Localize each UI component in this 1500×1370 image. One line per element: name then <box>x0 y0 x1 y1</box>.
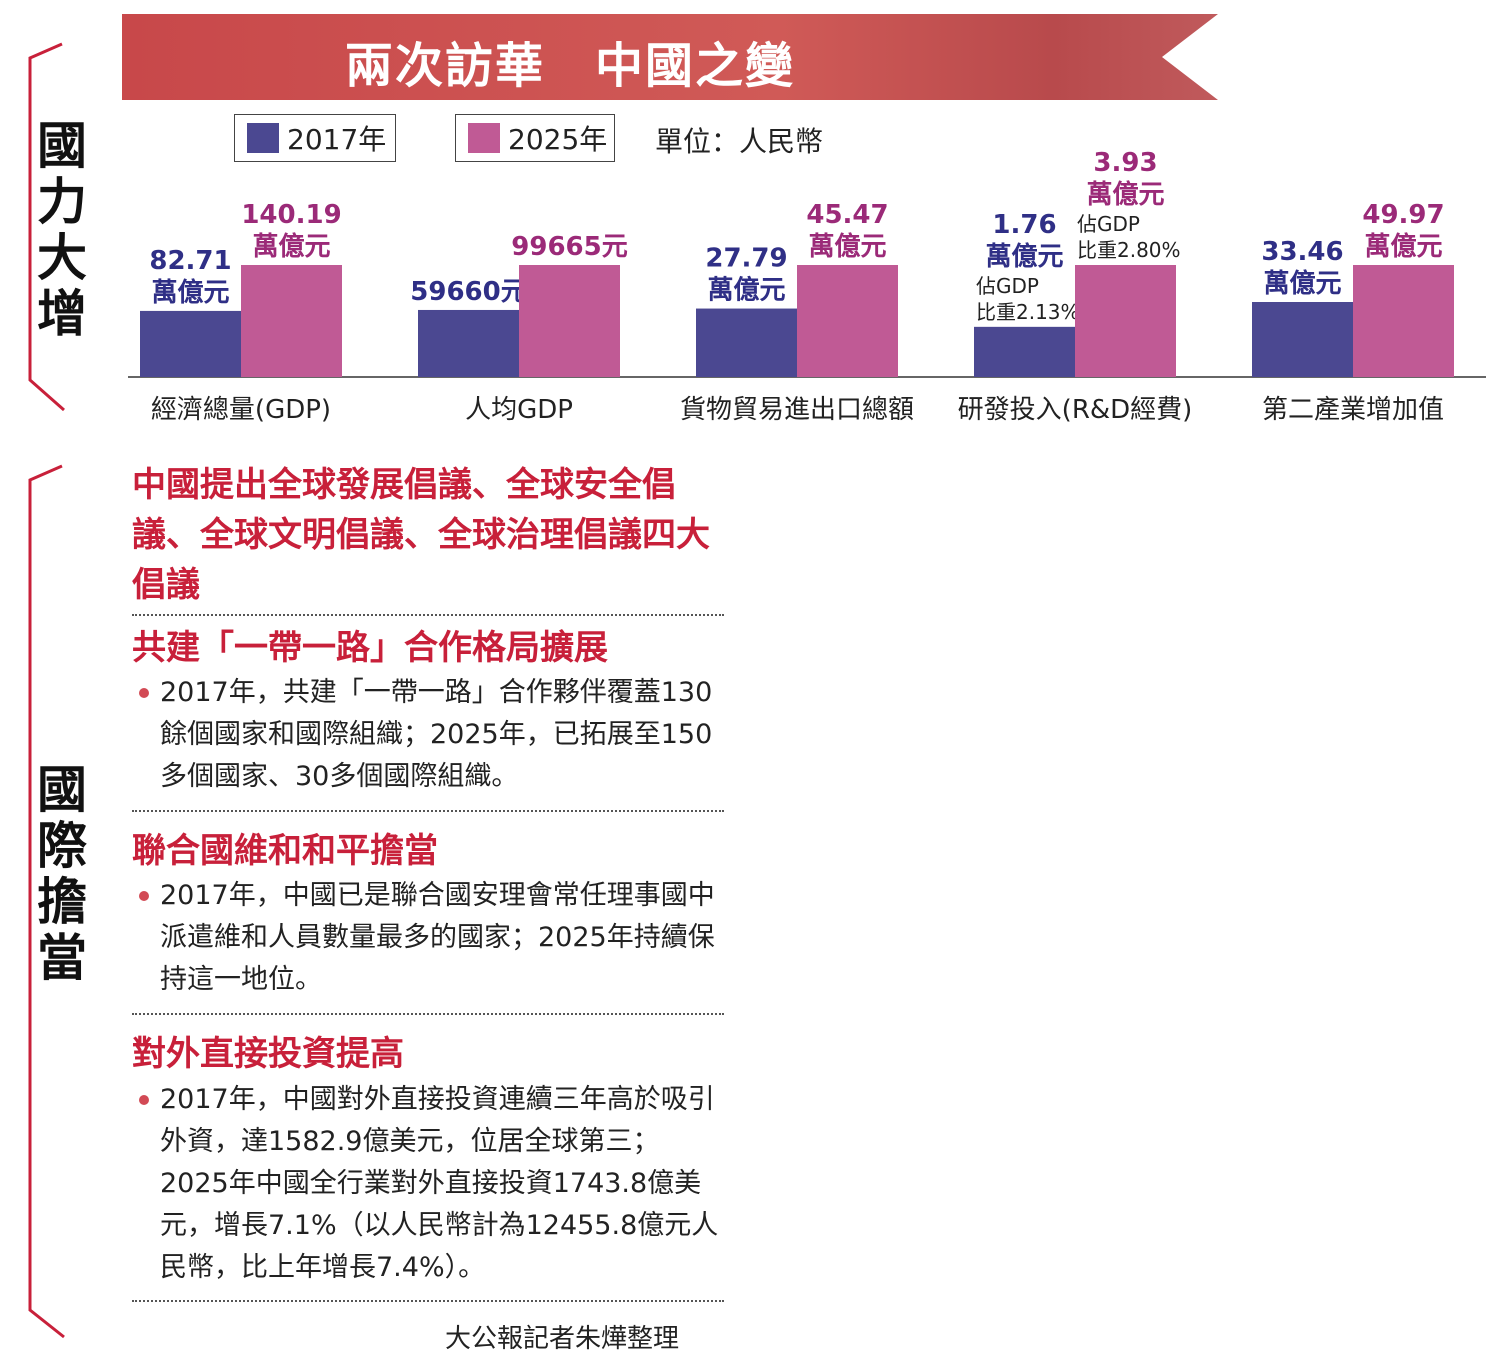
bar-2017 <box>696 308 797 377</box>
bullet-icon <box>139 1095 149 1105</box>
legend-swatch-2025 <box>468 123 500 153</box>
credit-line: 大公報記者朱燁整理 <box>445 1324 680 1354</box>
side-char: 際 <box>37 816 87 875</box>
side-char: 增 <box>37 284 87 343</box>
section-title-peacekeeping: 聯合國維和和平擔當 <box>132 831 438 871</box>
unit-label: 單位：人民幣 <box>655 125 824 158</box>
data-label: 140.19 <box>241 200 341 230</box>
data-label: 萬億元 <box>151 278 229 308</box>
data-label: 33.46 <box>1261 237 1343 267</box>
legend-swatch-2017 <box>247 123 279 153</box>
side-char: 當 <box>37 928 87 987</box>
data-label: 萬億元 <box>1263 269 1341 299</box>
legend-label-2017: 2017年 <box>287 123 387 156</box>
side-char: 國 <box>37 760 87 819</box>
data-note: 佔GDP <box>976 274 1039 298</box>
side-char: 國 <box>37 116 87 175</box>
data-note: 比重2.13% <box>976 300 1080 324</box>
divider <box>132 810 724 812</box>
legend-item-2017: 2017年 <box>234 114 396 162</box>
side-char: 大 <box>37 228 87 287</box>
data-label: 27.79 <box>705 244 787 274</box>
side-title-national-strength: 國 力 大 增 <box>32 118 92 342</box>
data-label: 3.93 <box>1093 148 1157 178</box>
bar-2025 <box>1353 265 1454 377</box>
bracket-top <box>28 42 65 412</box>
legend-item-2025: 2025年 <box>455 114 615 162</box>
data-label: 萬億元 <box>707 276 785 306</box>
data-label: 59660元 <box>410 277 526 307</box>
bar-2017 <box>418 309 519 377</box>
category-label: 第二產業增加值 <box>1262 395 1444 425</box>
divider <box>132 614 724 616</box>
data-label: 萬億元 <box>1364 232 1442 262</box>
bar-2025 <box>241 265 342 377</box>
data-label: 1.76 <box>992 210 1056 240</box>
bar-2017 <box>1252 302 1353 377</box>
data-label: 82.71 <box>149 246 231 276</box>
bullet-icon <box>139 688 149 698</box>
bullet-icon <box>139 891 149 901</box>
section-text-peacekeeping: 2017年，中國已是聯合國安理會常任理事國中派遣維和人員數量最多的國家；2025… <box>160 880 715 995</box>
data-label: 49.97 <box>1362 200 1444 230</box>
headline-four-initiatives: 中國提出全球發展倡議、全球安全倡議、全球文明倡議、全球治理倡議四大倡議 <box>132 465 710 605</box>
side-char: 力 <box>37 172 87 231</box>
bar-2025 <box>1075 265 1176 377</box>
side-char: 擔 <box>37 872 87 931</box>
legend-label-2025: 2025年 <box>508 123 608 156</box>
bracket-bottom <box>28 464 65 1339</box>
banner-title: 兩次訪華 中國之變 <box>345 38 796 94</box>
bar-chart: 82.71萬億元140.19萬億元經濟總量(GDP)59660元99665元人均… <box>128 148 1486 425</box>
bar-2017 <box>974 326 1075 377</box>
divider <box>132 1013 724 1015</box>
data-label: 45.47 <box>806 200 888 230</box>
category-label: 經濟總量(GDP) <box>151 395 331 425</box>
data-label: 萬億元 <box>985 242 1063 272</box>
data-label: 99665元 <box>511 232 627 262</box>
divider <box>132 1300 724 1302</box>
category-label: 貨物貿易進出口總額 <box>680 395 914 425</box>
section-text-belt-road: 2017年，共建「一帶一路」合作夥伴覆蓋130餘個國家和國際組織；2025年，已… <box>160 677 713 792</box>
section-title-belt-road: 共建「一帶一路」合作格局擴展 <box>132 628 608 668</box>
category-label: 人均GDP <box>465 395 573 425</box>
data-note: 佔GDP <box>1077 212 1140 236</box>
section-text-odi: 2017年，中國對外直接投資連續三年高於吸引外資，達1582.9億美元，位居全球… <box>160 1084 719 1283</box>
banner-ribbon <box>122 14 1218 100</box>
data-label: 萬億元 <box>808 232 886 262</box>
data-label: 萬億元 <box>252 232 330 262</box>
category-label: 研發投入(R&D經費) <box>958 395 1193 425</box>
data-note: 比重2.80% <box>1077 238 1181 262</box>
side-title-international: 國 際 擔 當 <box>32 762 92 986</box>
section-title-odi: 對外直接投資提高 <box>132 1034 404 1074</box>
bar-2025 <box>519 265 620 377</box>
data-label: 萬億元 <box>1086 180 1164 210</box>
bar-2025 <box>797 265 898 377</box>
bar-2017 <box>140 310 241 377</box>
